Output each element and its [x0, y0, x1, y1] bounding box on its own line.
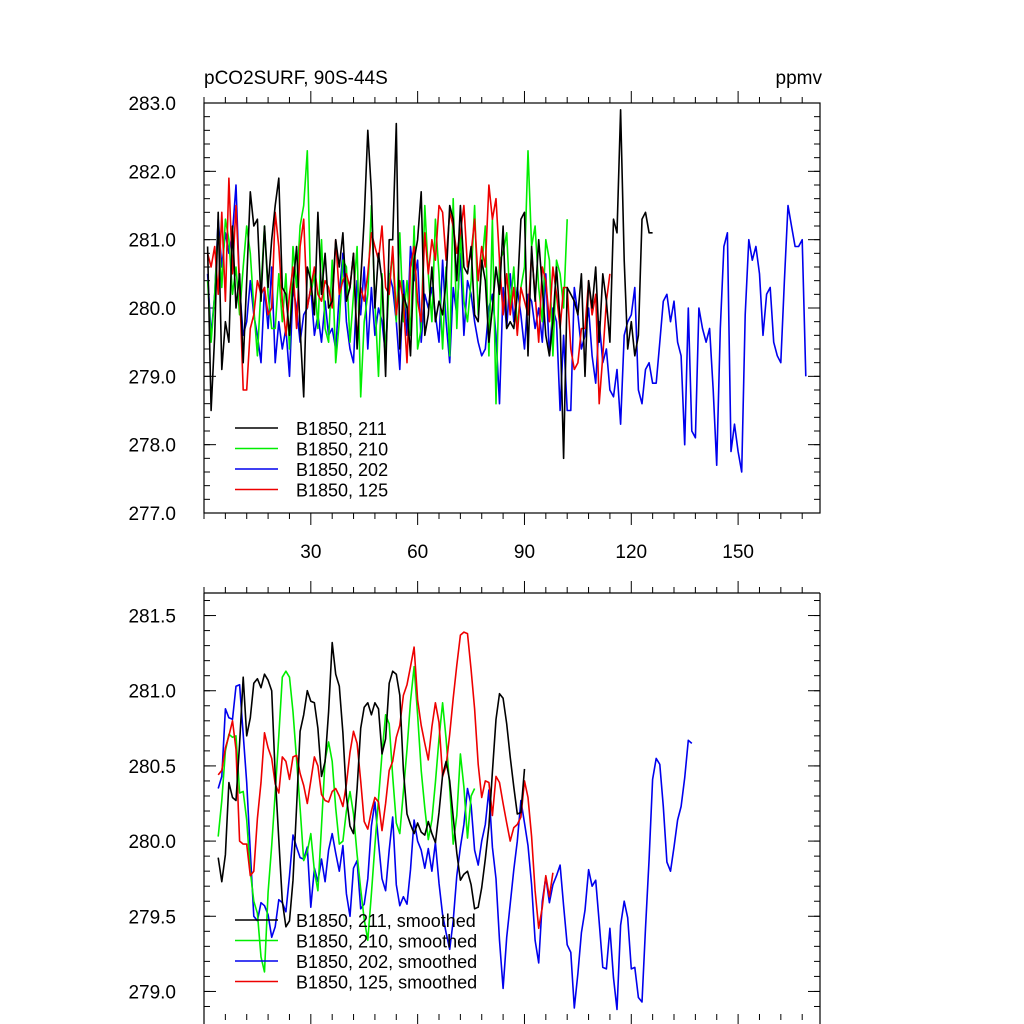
- top-y-tick-label: 277.0: [128, 504, 176, 525]
- bottom-axes: 281.5 281.0 280.5 280.0 279.5 279.0: [128, 581, 820, 1024]
- top-x-tick-label: 120: [615, 542, 647, 563]
- top-x-tick-label: 150: [722, 542, 754, 563]
- bottom-y-tick-label: 279.5: [128, 907, 176, 928]
- bottom-series-line: [217, 641, 526, 928]
- top-series-line: [206, 109, 653, 460]
- bottom-legend-label: B1850, 211, smoothed: [296, 911, 476, 931]
- top-axes: 283.0 282.0 281.0 280.0 279.0 278.0 277.0 30 60 9…: [128, 91, 820, 563]
- top-legend-label: B1850, 211: [296, 419, 387, 439]
- top-y-tick-label: 279.0: [128, 367, 176, 388]
- bottom-y-tick-label: 281.5: [128, 607, 176, 628]
- top-y-tick-label: 278.0: [128, 436, 176, 457]
- bottom-y-tick-label: 281.0: [128, 682, 176, 703]
- top-y-tick-label: 281.0: [128, 231, 176, 252]
- bottom-y-tick-label: 280.0: [128, 832, 176, 853]
- top-x-tick-label: 30: [300, 542, 321, 563]
- bottom-legend-label: B1850, 125, smoothed: [296, 973, 477, 993]
- bottom-plot-lines: [217, 631, 693, 1011]
- bottom-series-line: [217, 631, 554, 930]
- top-units: ppmv: [776, 68, 823, 89]
- top-x-tick-label: 90: [514, 542, 535, 563]
- top-series-line: [206, 177, 611, 405]
- top-plot-lines: [206, 109, 807, 473]
- bottom-y-tick-label: 279.0: [128, 982, 176, 1003]
- bottom-series-line: [217, 665, 476, 973]
- top-y-tick-label: 283.0: [128, 94, 176, 115]
- bottom-legend-label: B1850, 210, smoothed: [296, 932, 477, 952]
- top-x-tick-label: 60: [407, 542, 428, 563]
- top-legend-label: B1850, 210: [296, 440, 388, 460]
- top-y-tick-label: 280.0: [128, 299, 176, 320]
- top-panel: pCO2SURF, 90S-44S ppmv 283.0282.0281.028…: [128, 68, 822, 563]
- top-title: pCO2SURF, 90S-44S: [204, 68, 388, 89]
- bottom-panel: 281.5 281.0 280.5 280.0 279.5 279.0 B1850, 21…: [128, 581, 821, 1024]
- bottom-series-line: [217, 683, 693, 1011]
- top-y-tick-label: 282.0: [128, 162, 176, 183]
- top-legend-label: B1850, 202: [296, 460, 388, 480]
- bottom-legend-label: B1850, 202, smoothed: [296, 952, 477, 972]
- top-legend-label: B1850, 125: [296, 481, 388, 501]
- bottom-y-tick-label: 280.5: [128, 757, 176, 778]
- top-plot-frame: [203, 102, 821, 514]
